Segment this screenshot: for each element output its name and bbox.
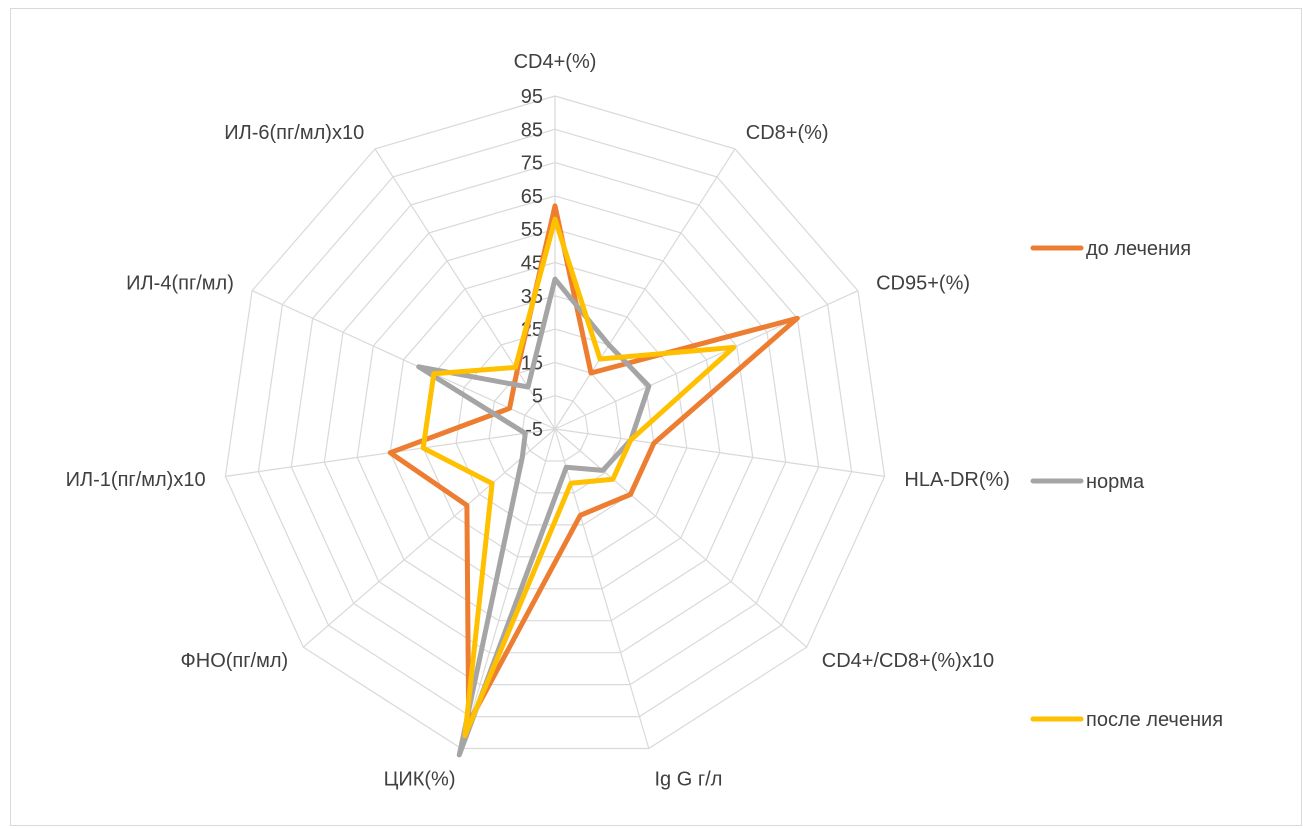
grid-ring: [257, 128, 853, 718]
axis-labels: CD4+(%) CD8+(%) CD95+(%) HLA-DR(%) CD4+/CD8+…: [66, 51, 1010, 791]
grid-spoke: [554, 148, 736, 430]
grid-spoke: [554, 290, 859, 430]
axis-label: Ig G г/л: [655, 769, 723, 791]
legend: до лечения норма после лечения: [1030, 238, 1223, 731]
axis-label: CD95+(%): [876, 272, 970, 294]
tick-label: 85: [521, 119, 543, 141]
axis-label: HLA-DR(%): [904, 469, 1010, 491]
series-line: [387, 203, 800, 726]
legend-label: до лечения: [1086, 238, 1191, 260]
grid-spoke: [554, 428, 808, 648]
grid-spoke: [302, 428, 556, 648]
grid-ring: [224, 95, 886, 750]
tick-label: 65: [521, 186, 543, 208]
tick-label: 55: [521, 219, 543, 241]
axis-label: ИЛ-6(пг/мл)x10: [224, 122, 364, 144]
series-line: [420, 216, 737, 739]
grid-spoke: [374, 148, 556, 430]
series-line: [416, 276, 652, 758]
legend-label: после лечения: [1086, 709, 1223, 731]
grid-spoke: [460, 428, 556, 749]
tick-label: 75: [521, 153, 543, 175]
axis-label: CD4+(%): [514, 51, 597, 73]
axis-label: CD8+(%): [746, 122, 829, 144]
grid-ring: [290, 161, 820, 686]
radar-chart: CD4+(%) CD8+(%) CD95+(%) HLA-DR(%) CD4+/CD8+…: [66, 51, 1223, 791]
chart-area: CD4+(%) CD8+(%) CD95+(%) HLA-DR(%) CD4+/CD8+…: [10, 8, 1302, 826]
grid-ring: [521, 395, 589, 462]
grid-ring: [356, 228, 754, 622]
series-lines: [387, 203, 800, 758]
axis-label: ИЛ-1(пг/мл)x10: [66, 469, 206, 491]
grid-ring: [422, 295, 688, 558]
tick-label: 95: [521, 86, 543, 108]
tick-label: -5: [525, 419, 543, 441]
grid-ring: [323, 195, 787, 654]
axis-label: ИЛ-4(пг/мл): [126, 272, 234, 294]
grid: [224, 95, 886, 750]
grid-ring: [389, 261, 721, 590]
axis-label: CD4+/CD8+(%)x10: [822, 650, 994, 672]
tick-label: 45: [521, 253, 543, 275]
grid-spoke: [554, 428, 885, 477]
legend-label: норма: [1086, 471, 1145, 493]
grid-spoke: [251, 290, 556, 430]
tick-label: 5: [532, 386, 543, 408]
axis-label: ФНО(пг/мл): [181, 650, 289, 672]
axis-label: ЦИК(%): [384, 769, 456, 791]
